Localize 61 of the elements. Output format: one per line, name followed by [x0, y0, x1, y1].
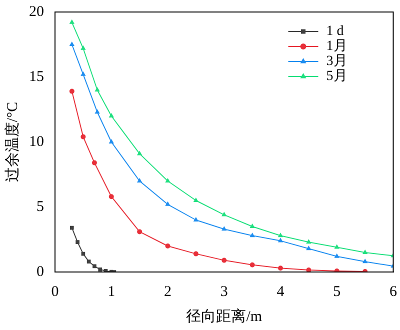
point: [137, 229, 142, 234]
y-tick-label: 5: [36, 198, 44, 215]
point: [194, 198, 198, 202]
legend-label: 1月: [326, 39, 348, 54]
point: [250, 224, 255, 228]
x-tick-label: 3: [220, 284, 228, 300]
point: [70, 20, 74, 24]
point: [69, 88, 74, 94]
y-axis-title: 过余温度/°C: [4, 102, 21, 182]
point: [86, 260, 91, 264]
point: [222, 212, 226, 216]
y-tick-label: 15: [29, 68, 44, 85]
x-tick-label: 4: [276, 284, 285, 300]
y-tick-label: 10: [29, 134, 44, 150]
x-tick-label: 1: [108, 284, 116, 300]
point: [194, 218, 198, 222]
point: [334, 254, 340, 258]
legend-label: 3月: [326, 54, 348, 70]
point: [95, 88, 100, 92]
point: [306, 268, 312, 272]
point: [306, 246, 311, 250]
x-tick-label: 6: [390, 284, 398, 300]
point: [250, 233, 255, 238]
point: [278, 233, 283, 238]
point: [222, 226, 226, 231]
point: [92, 160, 97, 166]
x-tick-label: 5: [333, 284, 341, 300]
legend-label: 1 d: [326, 24, 344, 40]
point: [109, 140, 114, 144]
point: [166, 178, 170, 182]
x-axis-title: 径向距离/m: [186, 308, 262, 325]
point: [137, 178, 142, 182]
point: [166, 202, 170, 206]
point: [70, 42, 74, 46]
legend-label: 5月: [326, 69, 348, 84]
point: [108, 194, 114, 200]
point: [80, 46, 86, 50]
point: [92, 264, 96, 268]
point: [70, 226, 74, 230]
point: [165, 244, 170, 248]
point: [334, 268, 340, 272]
point: [278, 266, 283, 271]
point: [109, 114, 114, 118]
point: [250, 262, 255, 268]
point: [193, 251, 198, 256]
point: [137, 151, 142, 156]
point: [98, 267, 102, 272]
point: [95, 110, 100, 114]
y-tick-label: 0: [36, 264, 44, 280]
point: [278, 238, 283, 242]
point: [222, 258, 227, 263]
point: [362, 250, 368, 254]
point: [362, 259, 368, 264]
y-tick-label: 20: [29, 4, 44, 20]
point: [334, 244, 340, 249]
x-tick-label: 2: [164, 284, 172, 300]
point: [76, 240, 80, 244]
point: [80, 72, 86, 76]
point: [306, 240, 311, 244]
x-tick-label: 0: [51, 284, 59, 300]
point: [80, 134, 86, 140]
